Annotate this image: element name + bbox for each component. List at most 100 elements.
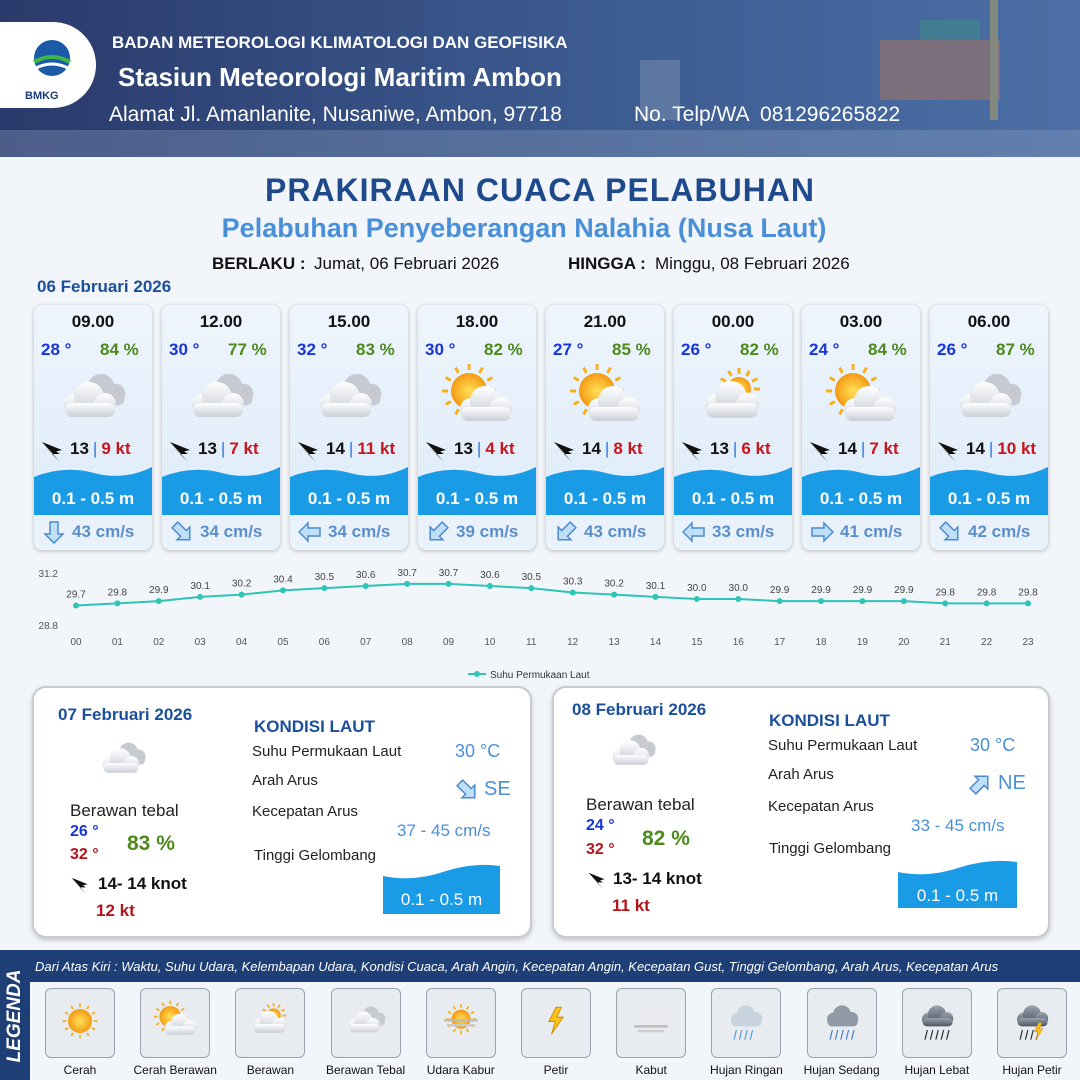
icon-part [844, 386, 896, 421]
icon-part [426, 442, 446, 452]
icon-part [465, 1028, 470, 1033]
y-tick-label: 31.2 [39, 569, 59, 580]
icon-part [898, 860, 1017, 908]
wind-speed: 14 [966, 439, 985, 458]
wind-arrow [426, 442, 446, 462]
point [942, 600, 949, 607]
humidity: 82 % [484, 340, 523, 359]
point [114, 600, 121, 607]
icon-part [739, 1029, 743, 1040]
icon-part [1017, 1005, 1049, 1027]
x-tick-label: 15 [691, 637, 703, 648]
legend-label: Petir [543, 1063, 569, 1077]
sst: 30 °C [970, 735, 1016, 755]
icon-part [321, 403, 371, 417]
x-tick-label: 03 [195, 637, 207, 648]
icon-part [733, 1029, 738, 1040]
x-tick-label: 18 [815, 637, 827, 648]
phone: No. Telp/WA 081296265822 [634, 103, 901, 126]
forecast-card: 15.00 32 ° 83 % 14 | 11 kt 0.1 - 0.5 m 34 cm/s [290, 305, 408, 550]
wave-band [930, 467, 1048, 515]
icon-part [155, 1022, 160, 1026]
x-tick-label: 14 [650, 637, 662, 648]
icon-part [838, 366, 844, 374]
wind-row: 13 | 7 kt [198, 439, 259, 459]
time: 03.00 [839, 312, 883, 331]
current-speed: 33 - 45 cm/s [911, 816, 1005, 835]
forecast-card: 00.00 26 ° 82 % 13 | 6 kt 0.1 - 0.5 m 33 cm/s [674, 305, 792, 550]
icon-part [253, 1010, 287, 1033]
sea-title: KONDISI LAUT [769, 711, 890, 730]
wave-band [383, 864, 500, 914]
data-label: 29.9 [149, 585, 169, 596]
icon-part [1024, 1029, 1029, 1040]
temperature: 27 ° [553, 340, 584, 359]
icon-part [486, 376, 494, 382]
icon-part [935, 1029, 939, 1040]
current-arrow [456, 779, 476, 799]
temp-min: 24 ° [586, 817, 615, 834]
valid-from: Jumat, 06 Februari 2026 [314, 254, 500, 273]
wave-height: 0.1 - 0.5 m [916, 886, 999, 905]
icon-part [446, 1024, 476, 1027]
point [528, 585, 535, 592]
icon-part [42, 442, 62, 452]
legend-icon [1017, 1005, 1049, 1040]
wind-arrow [42, 442, 62, 462]
temp-max: 32 ° [70, 846, 99, 863]
weather-icon [704, 368, 760, 418]
icon-part [444, 376, 452, 382]
icon-part [102, 748, 140, 773]
icon-part [254, 1024, 286, 1033]
sst-chart: 28.8 31.2 00 01 02 03 04 05 06 07 08 09 10 11 12 13 14 15… [39, 568, 1039, 681]
data-label: 30.6 [480, 570, 500, 581]
weather-icon [826, 364, 896, 421]
icon-part [154, 1000, 197, 1035]
point [155, 598, 162, 605]
weather-icon [960, 373, 1022, 417]
point [693, 596, 700, 602]
legend-icon [253, 1003, 287, 1033]
icon-part [720, 377, 727, 383]
icon-part [86, 1032, 90, 1037]
icon-part [1030, 1029, 1034, 1040]
x-tick-label: 21 [940, 637, 952, 648]
data-label: 29.9 [853, 585, 873, 596]
icon-part [470, 1010, 475, 1015]
icon-part [171, 521, 191, 541]
x-tick-label: 12 [567, 637, 579, 648]
icon-part [582, 366, 588, 374]
current-speed: 42 cm/s [968, 522, 1031, 541]
icon-part [64, 1011, 69, 1015]
wind: 14- 14 knot [98, 874, 187, 893]
icon-part [175, 1002, 180, 1007]
icon-part [91, 1027, 96, 1031]
temperature: 30 ° [169, 340, 200, 359]
data-label: 30.2 [232, 579, 252, 590]
humidity: 77 % [228, 340, 267, 359]
current-speed: 41 cm/s [840, 522, 903, 541]
icon-part [426, 442, 444, 462]
icon-part [1019, 1029, 1023, 1040]
data-label: 29.9 [770, 585, 790, 596]
current-speed: 37 - 45 cm/s [397, 821, 491, 840]
data-label: 30.0 [687, 583, 707, 594]
icon-part [161, 1002, 165, 1007]
icon-part [612, 740, 650, 765]
wave-height: 0.1 - 0.5 m [435, 489, 519, 508]
icon-part [727, 370, 733, 377]
legend-item-box [45, 988, 115, 1058]
humidity: 84 % [100, 340, 139, 359]
time: 12.00 [199, 312, 243, 331]
data-label: 29.8 [977, 587, 997, 598]
icon-part [429, 521, 449, 541]
legend-label: Hujan Sedang [803, 1063, 880, 1077]
icon-part [572, 400, 580, 406]
icon-part [71, 877, 88, 894]
icon-part [850, 1029, 855, 1040]
icon-part [554, 442, 572, 462]
current-arrow [682, 521, 705, 543]
icon-part [429, 521, 449, 541]
weather-icon [320, 373, 382, 417]
separator: | [732, 439, 738, 458]
